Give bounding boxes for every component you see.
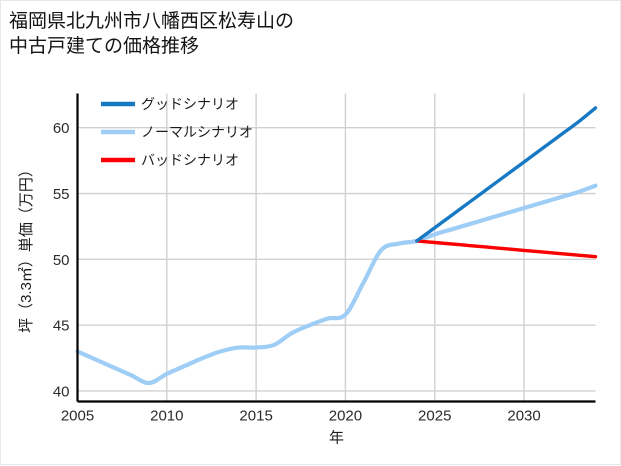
gridlines	[76, 93, 596, 402]
series-line-good	[415, 106, 598, 243]
series-line-bad	[415, 239, 598, 259]
series-lines	[75, 106, 598, 386]
x-tick-label: 2010	[150, 408, 183, 425]
y-tick-label: 40	[53, 383, 70, 400]
x-tick-label: 2025	[418, 408, 451, 425]
tick-labels: 40 45 50 55 60 2005 2010 2015 2020 2025 2030	[53, 120, 541, 424]
axis-lines	[76, 93, 596, 403]
x-axis-title: 年	[329, 430, 344, 447]
axis-titles: 年 坪（3.3㎡）単価（万円）	[18, 162, 344, 446]
x-tick-label: 2015	[239, 408, 272, 425]
series-line-normal	[75, 183, 598, 386]
y-tick-label: 60	[53, 120, 70, 137]
legend-label-bad[interactable]: バッドシナリオ	[141, 152, 239, 168]
legend-label-normal[interactable]: ノーマルシナリオ	[141, 124, 253, 140]
y-tick-label: 55	[53, 186, 70, 203]
chart-title: 福岡県北九州市八幡西区松寿山の 中古戸建ての価格推移	[9, 11, 295, 58]
legend-label-good[interactable]: グッドシナリオ	[141, 96, 239, 112]
y-axis-title: 坪（3.3㎡）単価（万円）	[18, 162, 35, 333]
y-tick-label: 50	[53, 252, 70, 269]
y-tick-label: 45	[53, 318, 70, 335]
x-tick-label: 2020	[329, 408, 362, 425]
x-tick-label: 2005	[61, 408, 94, 425]
x-tick-label: 2030	[507, 408, 540, 425]
